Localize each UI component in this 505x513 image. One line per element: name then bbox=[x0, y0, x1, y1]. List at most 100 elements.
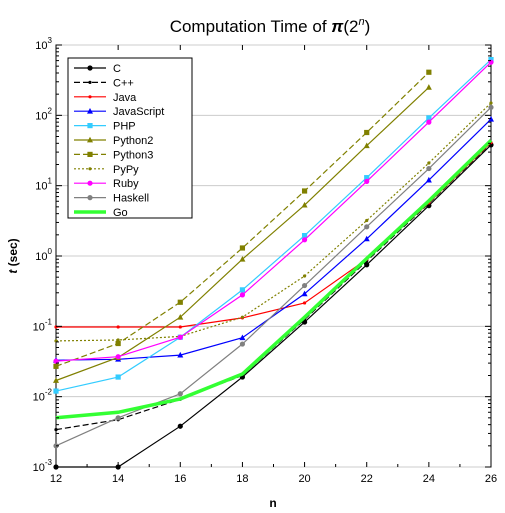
data-point-c bbox=[177, 423, 183, 429]
data-point-ruby bbox=[115, 354, 121, 360]
data-point-php bbox=[426, 115, 432, 121]
data-point-haskell bbox=[239, 341, 246, 347]
axis-ticks: 12 14 16 18 20 22 24 26 10-3 10-2 10-1 100 101 102 103 bbox=[33, 36, 498, 485]
y-tick-label: 10-2 bbox=[33, 388, 53, 404]
legend-marker-pypy bbox=[88, 167, 92, 171]
legend-item-haskell: Haskell bbox=[74, 193, 149, 205]
data-point-haskell bbox=[364, 224, 370, 230]
data-point-java bbox=[116, 325, 120, 329]
legend-item-c: C bbox=[74, 63, 121, 75]
series-layer bbox=[53, 57, 494, 470]
legend-label-go: Go bbox=[113, 207, 128, 219]
data-point-python2 bbox=[177, 313, 184, 320]
data-point-haskell bbox=[301, 282, 308, 289]
legend-label-pypy: PyPy bbox=[113, 164, 139, 176]
legend-label-cpp: C++ bbox=[113, 77, 134, 89]
data-point-ruby bbox=[426, 119, 432, 125]
data-point-pypy bbox=[116, 338, 120, 342]
legend-marker-ruby bbox=[87, 180, 93, 186]
data-point-haskell bbox=[115, 415, 121, 421]
legend-marker-php bbox=[87, 123, 93, 129]
data-point-php bbox=[115, 374, 121, 380]
data-point-php bbox=[53, 388, 59, 394]
data-point-javascript bbox=[177, 351, 184, 358]
legend-label-haskell: Haskell bbox=[113, 193, 149, 205]
y-tick-label: 10-3 bbox=[33, 458, 53, 474]
chart-title: Computation Time of π(2n) bbox=[170, 16, 371, 36]
data-point-haskell bbox=[426, 165, 432, 172]
data-point-ruby bbox=[364, 178, 370, 184]
legend-marker-java bbox=[88, 95, 92, 99]
series-line-go bbox=[55, 139, 493, 420]
data-point-php bbox=[301, 233, 308, 239]
legend-marker-haskell bbox=[87, 195, 93, 201]
legend-label-python2: Python2 bbox=[113, 135, 153, 147]
legend-item-ruby: Ruby bbox=[74, 178, 139, 190]
data-point-javascript bbox=[363, 235, 370, 242]
series-go bbox=[55, 139, 493, 420]
data-point-pypy bbox=[302, 274, 307, 278]
data-point-php bbox=[239, 287, 246, 293]
series-ruby bbox=[53, 59, 494, 364]
legend-item-java: Java bbox=[74, 92, 137, 104]
x-tick-label: 12 bbox=[50, 473, 62, 485]
series-line-ruby bbox=[55, 61, 492, 362]
data-point-ruby bbox=[177, 334, 183, 340]
data-point-python3 bbox=[115, 340, 121, 347]
series-line-c bbox=[56, 144, 492, 468]
legend-label-c: C bbox=[113, 63, 121, 75]
data-point-pypy bbox=[240, 315, 245, 319]
data-point-python3 bbox=[177, 299, 183, 305]
legend-box bbox=[67, 57, 193, 219]
legend-item-javascript: JavaScript bbox=[74, 106, 164, 118]
legend-label-ruby: Ruby bbox=[113, 178, 139, 190]
series-pypy bbox=[54, 101, 493, 343]
x-axis-label: n bbox=[269, 496, 276, 510]
data-point-python3 bbox=[53, 363, 59, 369]
y-tick-label: 101 bbox=[35, 177, 52, 193]
legend-item-cpp: C++ bbox=[74, 77, 134, 89]
x-tick-label: 14 bbox=[112, 473, 124, 485]
x-tick-label: 26 bbox=[485, 473, 497, 485]
data-point-python3 bbox=[364, 129, 370, 136]
x-tick-label: 18 bbox=[236, 473, 248, 485]
series-line-php bbox=[55, 59, 492, 392]
legend-marker-c bbox=[87, 65, 93, 71]
x-tick-label: 20 bbox=[298, 473, 310, 485]
data-point-python2 bbox=[53, 377, 59, 383]
legend-label-javascript: JavaScript bbox=[113, 106, 164, 118]
data-point-ruby bbox=[239, 292, 246, 298]
data-point-python2 bbox=[425, 84, 432, 90]
data-point-pypy bbox=[489, 101, 493, 105]
data-point-javascript bbox=[301, 290, 308, 297]
series-line-javascript bbox=[55, 118, 492, 361]
x-tick-label: 16 bbox=[174, 473, 186, 485]
y-tick-label: 102 bbox=[35, 106, 52, 122]
data-point-python3 bbox=[239, 245, 246, 251]
data-point-ruby bbox=[53, 358, 59, 364]
data-point-php bbox=[364, 175, 370, 181]
x-tick-label: 24 bbox=[423, 473, 435, 485]
data-point-python3 bbox=[301, 188, 308, 194]
y-tick-label: 100 bbox=[35, 247, 52, 263]
data-point-haskell bbox=[177, 391, 183, 397]
data-point-python2 bbox=[301, 201, 308, 208]
data-point-python3 bbox=[426, 69, 432, 75]
data-point-java bbox=[54, 325, 58, 329]
data-point-java bbox=[178, 325, 182, 329]
y-axis-label: t (sec) bbox=[6, 238, 20, 273]
data-point-python2 bbox=[363, 142, 370, 149]
data-point-pypy bbox=[427, 161, 431, 165]
data-point-javascript bbox=[425, 176, 432, 183]
series-python3 bbox=[53, 69, 432, 369]
legend: C C++ Java JavaScript PHP Python2 Python3 PyPy R… bbox=[67, 57, 193, 219]
legend-item-python3: Python3 bbox=[74, 149, 153, 161]
data-point-javascript bbox=[239, 334, 246, 341]
y-tick-label: 10-1 bbox=[33, 317, 53, 333]
series-line-pypy bbox=[55, 102, 492, 342]
legend-marker-python2 bbox=[87, 136, 93, 143]
legend-marker-javascript bbox=[87, 108, 93, 114]
legend-item-php: PHP bbox=[74, 121, 136, 133]
series-line-haskell bbox=[55, 106, 492, 447]
